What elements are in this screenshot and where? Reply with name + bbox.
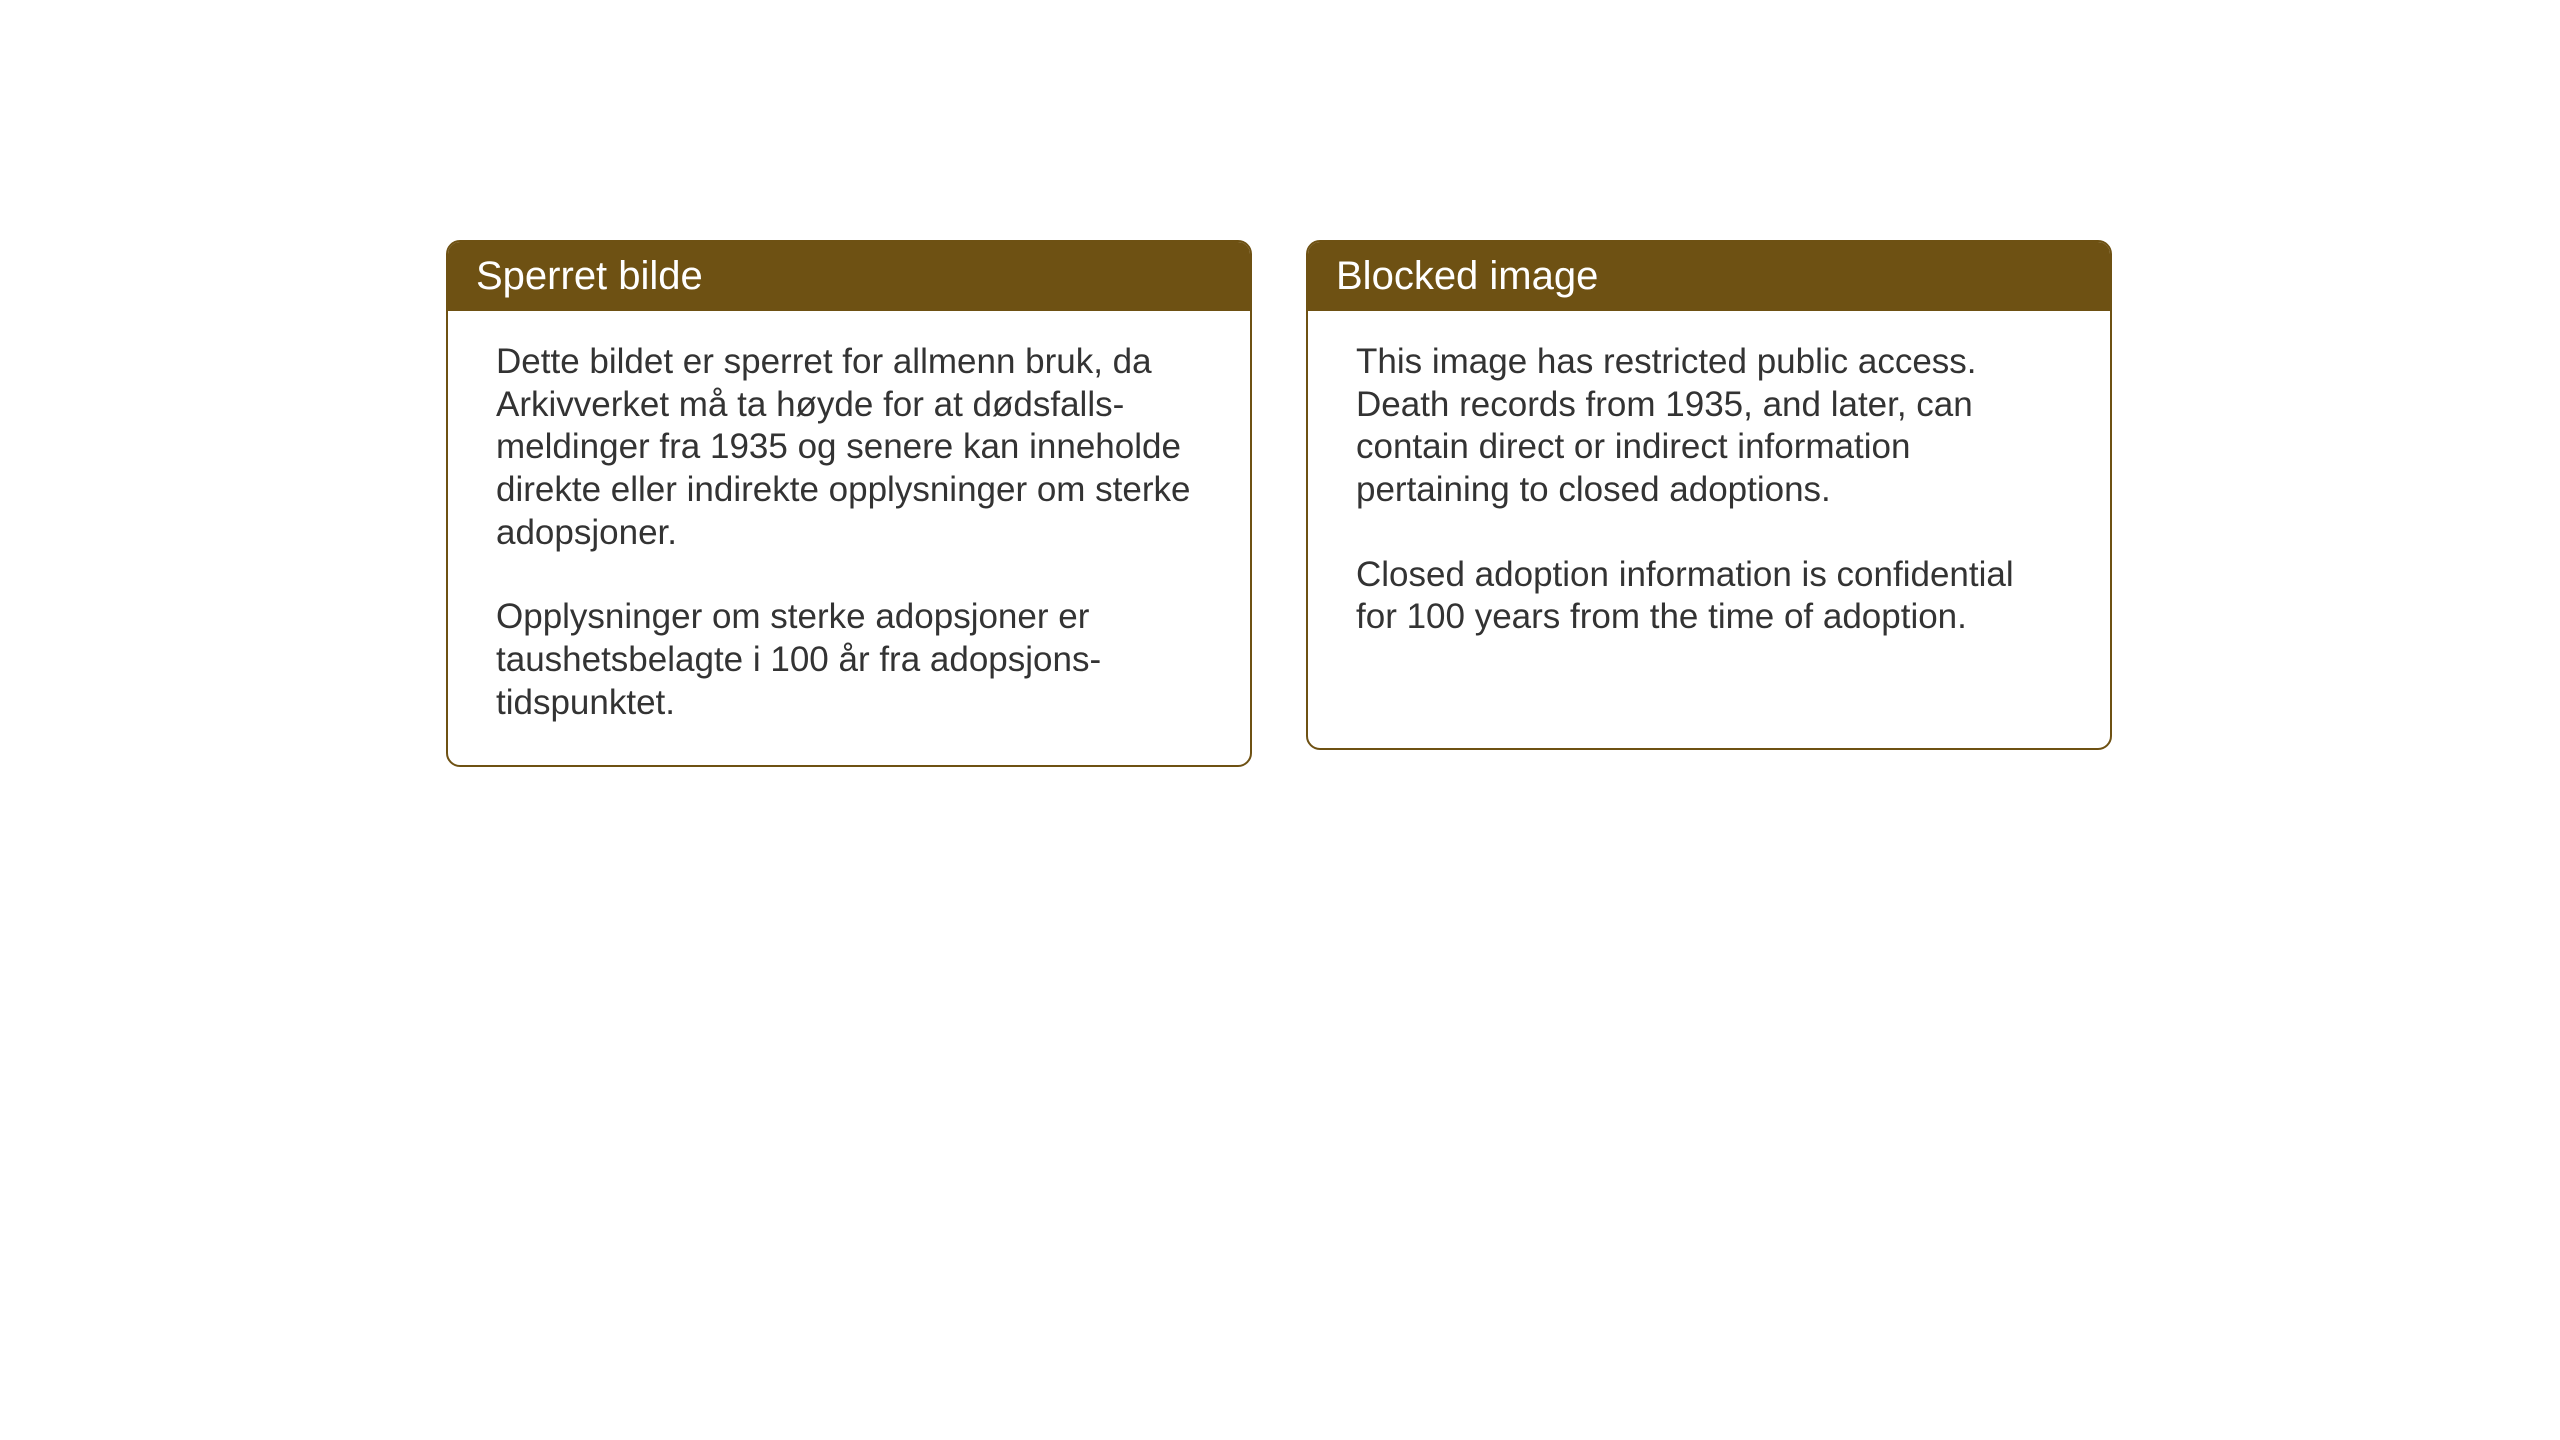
notice-container: Sperret bilde Dette bildet er sperret fo… [446,240,2112,767]
card-paragraph-norwegian-1: Dette bildet er sperret for allmenn bruk… [496,341,1202,554]
card-header-english: Blocked image [1308,242,2110,311]
card-title-english: Blocked image [1336,254,1598,298]
notice-card-norwegian: Sperret bilde Dette bildet er sperret fo… [446,240,1252,767]
card-paragraph-english-1: This image has restricted public access.… [1356,341,2062,512]
card-body-norwegian: Dette bildet er sperret for allmenn bruk… [448,311,1250,765]
card-header-norwegian: Sperret bilde [448,242,1250,311]
card-title-norwegian: Sperret bilde [476,254,703,298]
card-paragraph-english-2: Closed adoption information is confident… [1356,554,2062,639]
card-paragraph-norwegian-2: Opplysninger om sterke adopsjoner er tau… [496,596,1202,724]
notice-card-english: Blocked image This image has restricted … [1306,240,2112,750]
card-body-english: This image has restricted public access.… [1308,311,2110,679]
